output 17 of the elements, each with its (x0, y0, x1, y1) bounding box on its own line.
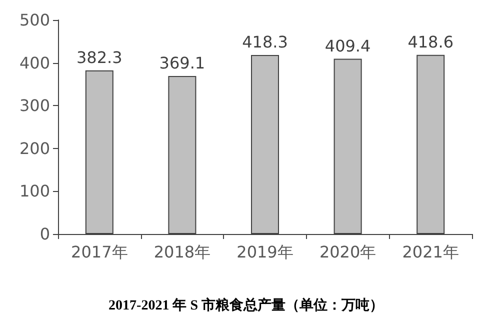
y-tick-label: 500 (19, 10, 50, 30)
x-tick-label: 2017年 (71, 242, 128, 262)
data-label: 382.3 (76, 48, 122, 67)
y-tick-label: 300 (19, 96, 50, 116)
x-tick-label: 2020年 (319, 242, 376, 262)
x-tick-label: 2021年 (402, 242, 459, 262)
y-tick-label: 200 (19, 138, 50, 158)
data-label: 418.6 (408, 32, 454, 52)
x-tick-label: 2018年 (154, 242, 211, 262)
x-tick-label: 2019年 (236, 242, 294, 262)
y-tick-label: 100 (19, 182, 50, 201)
data-label: 418.3 (242, 32, 288, 52)
text: 2017-2021 年 S 市粮食总产量（单位：万吨） (108, 296, 384, 314)
y-tick-label: 0 (40, 224, 50, 244)
y-tick-label: 400 (19, 53, 50, 72)
data-label: 369.1 (159, 54, 206, 73)
data-label: 409.4 (324, 36, 371, 56)
